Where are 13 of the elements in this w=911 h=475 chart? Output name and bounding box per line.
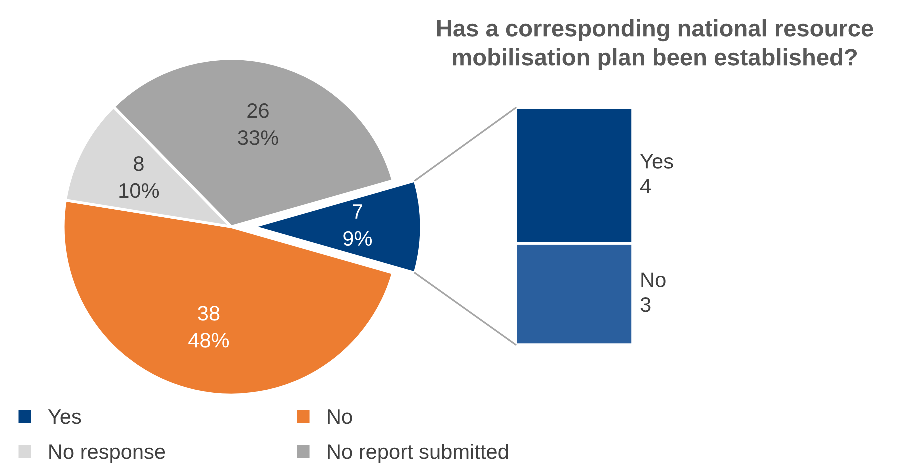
series-label: Yes — [640, 154, 674, 169]
data-label: 7 9% — [344, 204, 372, 246]
legend-label: No report submitted — [328, 444, 508, 464]
legend-label: Yes — [48, 410, 82, 424]
legend-label: No response — [50, 444, 166, 464]
text: Has a corresponding national resource mobilisation plan been established? — [437, 20, 874, 70]
series-label: No — [642, 272, 666, 288]
legend-label: No — [328, 410, 352, 424]
data-label: 26 33% — [238, 104, 278, 146]
data-label: 4 — [640, 179, 651, 194]
data-label: 8 10% — [120, 156, 160, 198]
data-label: 3 — [640, 297, 651, 312]
data-label: 38 48% — [188, 306, 230, 348]
